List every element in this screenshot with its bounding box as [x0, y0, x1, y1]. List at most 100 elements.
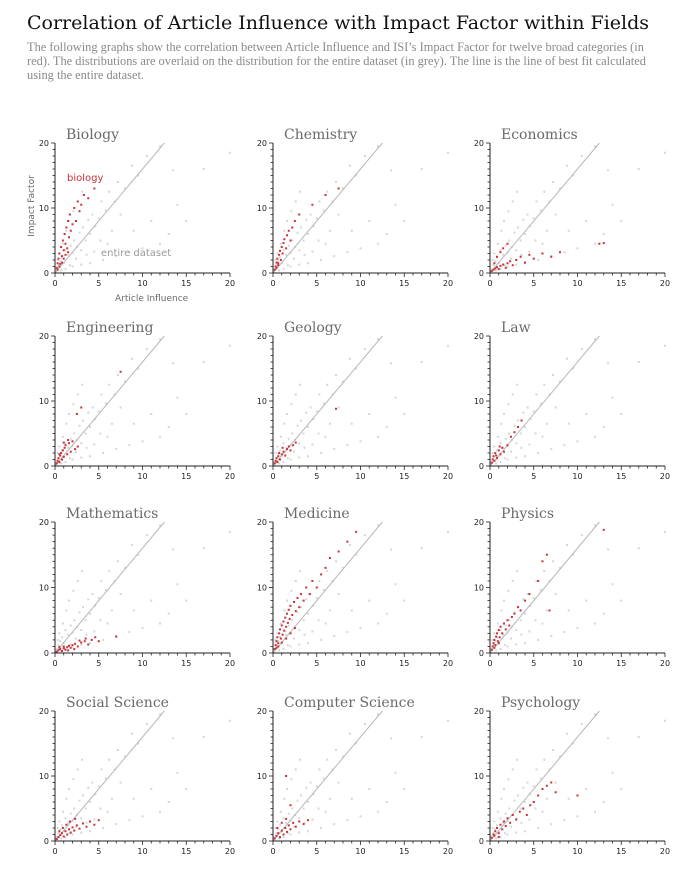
field-point	[276, 257, 279, 260]
entire-dataset-point	[594, 524, 596, 527]
x-tick-label: 10	[572, 847, 582, 856]
panel-title: Social Science	[66, 695, 169, 711]
field-point	[286, 234, 288, 237]
entire-dataset-point	[637, 547, 640, 550]
entire-dataset-point	[141, 247, 144, 250]
entire-dataset-point	[128, 631, 131, 634]
entire-dataset-point	[333, 823, 336, 826]
entire-dataset-point	[495, 462, 498, 465]
entire-dataset-point	[279, 256, 281, 259]
entire-dataset-point	[524, 801, 526, 803]
entire-dataset-point	[124, 187, 126, 190]
field-point	[537, 794, 540, 797]
field-point	[62, 647, 65, 650]
field-point	[504, 825, 507, 828]
entire-dataset-point	[283, 797, 286, 800]
entire-dataset-point	[368, 599, 371, 602]
entire-dataset-point	[337, 406, 340, 409]
entire-dataset-point	[543, 190, 546, 193]
y-tick-label: 0	[479, 462, 484, 471]
field-point	[273, 837, 276, 840]
field-point	[284, 827, 287, 829]
field-point	[545, 553, 548, 556]
entire-dataset-point	[61, 824, 63, 827]
entire-dataset-point	[563, 444, 566, 447]
entire-dataset-point	[307, 426, 309, 428]
entire-dataset-point	[385, 612, 388, 615]
entire-dataset-point	[117, 560, 119, 563]
field-point	[292, 821, 295, 824]
entire-dataset-point	[317, 432, 320, 435]
x-tick-label: 20	[660, 472, 670, 481]
entire-dataset-point	[64, 836, 67, 839]
field-point	[285, 775, 288, 777]
entire-dataset-point	[363, 723, 366, 725]
entire-dataset-point	[526, 406, 529, 409]
entire-dataset-point	[55, 836, 58, 839]
entire-dataset-point	[131, 164, 133, 167]
field-point	[554, 791, 557, 794]
entire-dataset-point	[78, 424, 81, 427]
field-point	[55, 266, 58, 269]
entire-dataset-point	[289, 265, 292, 268]
entire-dataset-point	[278, 462, 281, 465]
entire-dataset-point	[664, 151, 666, 154]
entire-dataset-point	[159, 524, 161, 527]
entire-dataset-point	[85, 821, 88, 824]
entire-dataset-point	[572, 553, 575, 556]
entire-dataset-point	[294, 393, 297, 396]
field-point	[59, 834, 62, 837]
entire-dataset-point	[520, 821, 523, 824]
field-point	[501, 828, 504, 831]
entire-dataset-point	[279, 435, 282, 438]
field-point	[56, 262, 59, 265]
field-point	[64, 648, 67, 651]
entire-dataset-point	[76, 393, 79, 396]
entire-dataset-point	[286, 644, 289, 647]
field-point	[517, 606, 519, 609]
entire-dataset-point	[403, 599, 406, 602]
entire-dataset-point	[279, 242, 282, 245]
entire-dataset-point	[355, 742, 358, 745]
entire-dataset-point	[510, 450, 512, 453]
entire-dataset-point	[529, 225, 532, 228]
entire-dataset-point	[490, 268, 493, 271]
entire-dataset-point	[390, 737, 393, 740]
entire-dataset-point	[499, 836, 502, 839]
entire-dataset-point	[58, 445, 61, 448]
field-point	[89, 820, 91, 823]
field-point	[497, 449, 500, 452]
entire-dataset-point	[326, 190, 329, 193]
field-point	[285, 625, 288, 628]
field-point	[494, 452, 497, 454]
fit-line	[489, 142, 600, 274]
scatter-panel: Law 0 5 10 15 20 0 10 20	[474, 320, 670, 481]
entire-dataset-point	[318, 768, 321, 771]
field-point	[504, 266, 507, 269]
field-point	[559, 251, 561, 254]
entire-dataset-point	[403, 413, 406, 415]
entire-dataset-point	[337, 213, 340, 216]
entire-dataset-point	[331, 200, 334, 203]
panel-title: Physics	[501, 506, 554, 522]
entire-dataset-point	[100, 200, 103, 203]
y-tick-label: 20	[474, 707, 484, 716]
entire-dataset-point	[349, 357, 351, 360]
entire-dataset-point	[287, 812, 290, 815]
entire-dataset-point	[522, 411, 525, 414]
field-point	[59, 262, 62, 265]
field-point	[61, 261, 63, 264]
entire-dataset-point	[275, 264, 278, 267]
entire-dataset-point	[377, 145, 379, 148]
entire-dataset-point	[355, 553, 358, 556]
entire-dataset-point	[69, 437, 72, 440]
field-point	[67, 649, 70, 652]
entire-dataset-point	[572, 367, 575, 370]
entire-dataset-point	[286, 832, 289, 835]
y-tick-label: 10	[257, 397, 267, 406]
field-point	[277, 832, 280, 835]
entire-dataset-point	[504, 812, 507, 815]
entire-dataset-point	[286, 788, 288, 790]
entire-dataset-point	[61, 435, 64, 438]
entire-dataset-point	[529, 418, 532, 421]
